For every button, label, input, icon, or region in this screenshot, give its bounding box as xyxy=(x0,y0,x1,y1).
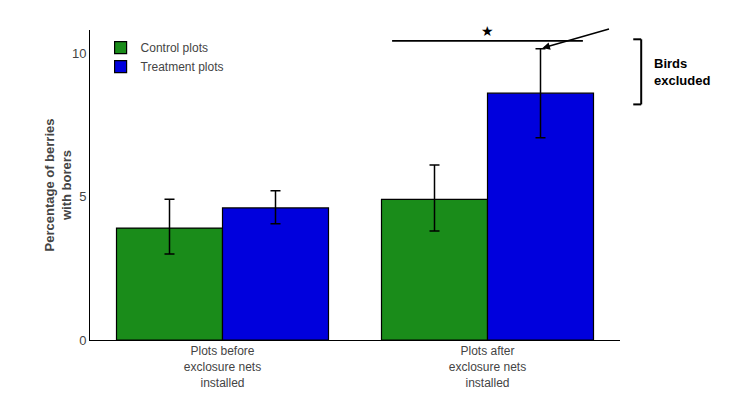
svg-text:10: 10 xyxy=(72,46,86,61)
svg-text:Percentage of berrieswith bore: Percentage of berrieswith borers xyxy=(42,119,74,252)
svg-text:Treatment plots: Treatment plots xyxy=(141,60,224,74)
svg-text:Plots beforeexclosure netsinst: Plots beforeexclosure netsinstalled xyxy=(184,344,261,389)
svg-text:Birdsexcluded: Birdsexcluded xyxy=(654,56,710,88)
svg-text:0: 0 xyxy=(79,333,86,348)
svg-text:Plots afterexclosure netsinsta: Plots afterexclosure netsinstalled xyxy=(449,344,526,389)
svg-text:Control plots: Control plots xyxy=(141,41,208,55)
svg-text:★: ★ xyxy=(481,23,494,39)
svg-text:5: 5 xyxy=(79,189,86,204)
